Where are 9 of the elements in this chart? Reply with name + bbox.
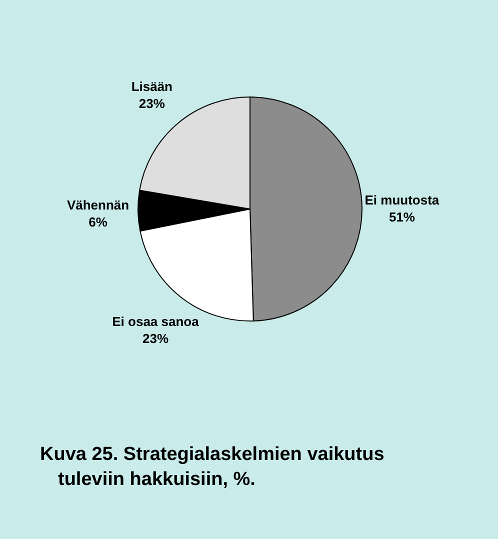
slice-label: Lisään <box>131 78 173 94</box>
slice-label: Ei muutosta <box>364 192 440 208</box>
slice-label: Vähennän <box>66 197 130 212</box>
data-label: 6% <box>88 214 108 230</box>
text: Kuva 25. Strategialaskelmien vaikutus tuleviin hakkuisiin, %. <box>40 444 384 490</box>
data-label: 51% <box>388 210 416 225</box>
slice-label: Ei osaa sanoa <box>112 314 200 330</box>
data-label: 23% <box>142 331 169 346</box>
data-label: 23% <box>138 96 166 111</box>
